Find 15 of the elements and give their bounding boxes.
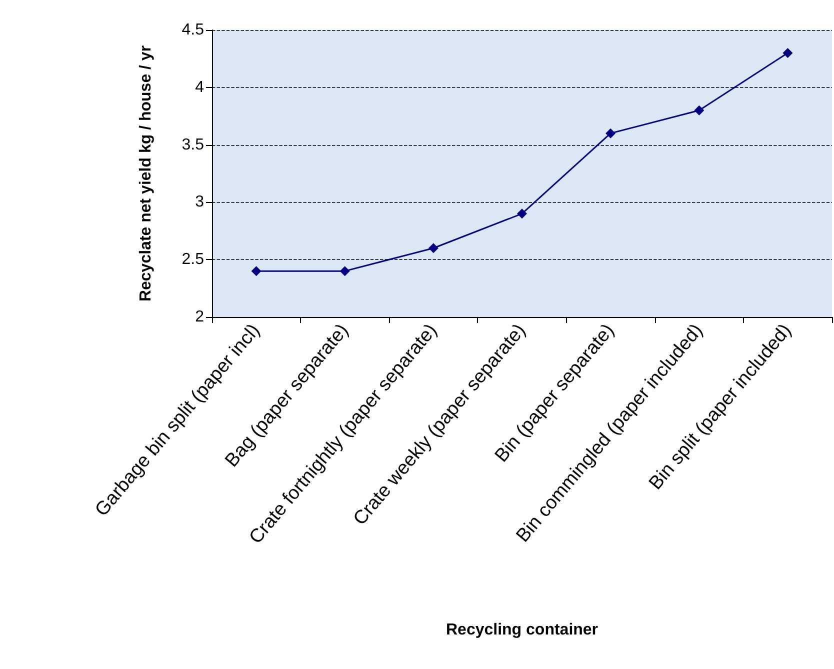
y-tick-label: 4.5 [182,22,204,38]
y-tick-label: 3 [195,194,204,211]
point [251,266,262,276]
y-tick-label: 2.5 [182,251,204,268]
x-axis-title: Recycling container [446,622,598,638]
y-tick-label: 4 [195,78,204,96]
point [428,243,438,254]
point [340,266,350,276]
point [694,105,704,116]
point [782,48,793,58]
point [606,128,616,138]
y-tick-label: 2 [195,308,204,326]
point [517,208,527,219]
y-axis-title: Recyclate net yield kg / house / yr [138,45,154,302]
y-tick-label: 3.5 [182,136,204,154]
